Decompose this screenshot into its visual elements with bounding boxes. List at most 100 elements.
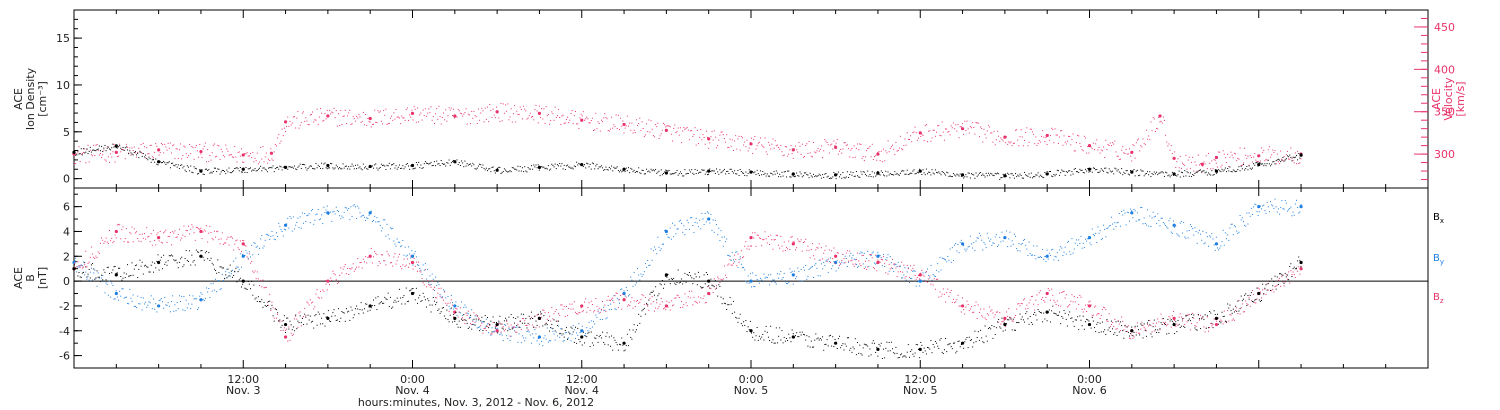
by-sample <box>1061 247 1063 249</box>
bz-sample <box>1249 305 1251 307</box>
velocity-sample <box>1157 128 1159 130</box>
by-sample <box>183 296 185 298</box>
velocity-sample <box>354 120 356 122</box>
by-sample <box>163 307 165 309</box>
density-sample <box>983 174 985 176</box>
by-sample <box>1241 217 1243 219</box>
density-sample <box>551 163 553 165</box>
velocity-sample <box>925 124 927 126</box>
by-sample <box>871 252 873 254</box>
by-sample <box>667 236 669 238</box>
density-sample <box>1200 169 1202 171</box>
by-sample <box>546 327 548 329</box>
velocity-sample <box>1003 137 1005 139</box>
by-sample <box>113 298 115 300</box>
by-sample <box>318 219 320 221</box>
velocity-sample <box>708 147 710 149</box>
bz-sample <box>639 301 641 303</box>
bz-sample <box>265 287 267 289</box>
bz-sample <box>110 240 112 242</box>
by-sample <box>1003 236 1005 238</box>
by-sample <box>994 236 996 238</box>
velocity-sample <box>374 109 376 111</box>
by-sample <box>770 274 772 276</box>
by-sample <box>1001 231 1003 233</box>
by-sample <box>412 264 414 266</box>
density-sample <box>1028 173 1030 175</box>
velocity-sample <box>808 140 810 142</box>
bx-sample <box>168 255 170 257</box>
by-sample <box>352 205 354 207</box>
density-sample <box>457 164 459 166</box>
velocity-sample <box>306 120 308 122</box>
velocity-sample <box>1135 142 1137 144</box>
bx-sample <box>207 258 209 260</box>
bz-sample <box>782 250 784 252</box>
by-sample <box>613 295 615 297</box>
density-sample <box>767 175 769 177</box>
velocity-sample <box>1198 164 1200 166</box>
by-sample <box>995 234 997 236</box>
bx-sample <box>224 278 226 280</box>
bz-sample <box>172 231 174 233</box>
bx-sample <box>404 303 406 305</box>
by-sample <box>354 206 356 208</box>
bx-sample <box>274 308 276 310</box>
velocity-sample <box>253 161 255 163</box>
by-point <box>1172 223 1176 227</box>
bz-sample <box>958 305 960 307</box>
bz-sample <box>393 256 395 258</box>
density-sample <box>278 168 280 170</box>
bx-sample <box>191 254 193 256</box>
bx-sample <box>132 274 134 276</box>
by-sample <box>1083 247 1085 249</box>
velocity-sample <box>994 144 996 146</box>
bx-sample <box>84 262 86 264</box>
density-sample <box>996 172 998 174</box>
bz-sample <box>1267 289 1269 291</box>
bx-sample <box>106 267 108 269</box>
velocity-sample <box>218 145 220 147</box>
by-sample <box>1285 202 1287 204</box>
density-sample <box>83 148 85 150</box>
bz-sample <box>686 305 688 307</box>
bz-sample <box>237 247 239 249</box>
by-sample <box>343 211 345 213</box>
by-sample <box>1063 251 1065 253</box>
density-sample <box>728 173 730 175</box>
bz-sample <box>528 324 530 326</box>
by-sample <box>616 297 618 299</box>
velocity-sample <box>666 125 668 127</box>
density-sample <box>97 148 99 150</box>
velocity-sample <box>762 145 764 147</box>
by-point <box>1045 254 1049 258</box>
by-sample <box>977 237 979 239</box>
field-tick-label: 6 <box>63 201 70 214</box>
density-sample <box>849 174 851 176</box>
by-sample <box>74 260 75 262</box>
bx-sample <box>204 252 206 254</box>
velocity-sample <box>582 111 584 113</box>
bz-sample <box>796 247 798 249</box>
velocity-sample <box>942 131 944 133</box>
bz-sample <box>147 236 149 238</box>
by-sample <box>998 244 1000 246</box>
velocity-sample <box>568 121 570 123</box>
by-sample <box>657 236 659 238</box>
by-sample <box>819 275 821 277</box>
by-sample <box>1179 222 1181 224</box>
density-sample <box>95 150 97 152</box>
bz-sample <box>499 322 501 324</box>
density-sample <box>501 172 503 174</box>
bz-sample <box>1037 304 1039 306</box>
by-sample <box>904 267 906 269</box>
velocity-sample <box>510 108 512 110</box>
bx-sample <box>437 309 439 311</box>
density-sample <box>779 173 781 175</box>
bz-sample <box>983 308 985 310</box>
bz-sample <box>775 234 777 236</box>
bz-sample <box>965 306 967 308</box>
bx-sample <box>248 283 250 285</box>
bz-sample <box>107 243 109 245</box>
density-sample <box>89 146 91 148</box>
